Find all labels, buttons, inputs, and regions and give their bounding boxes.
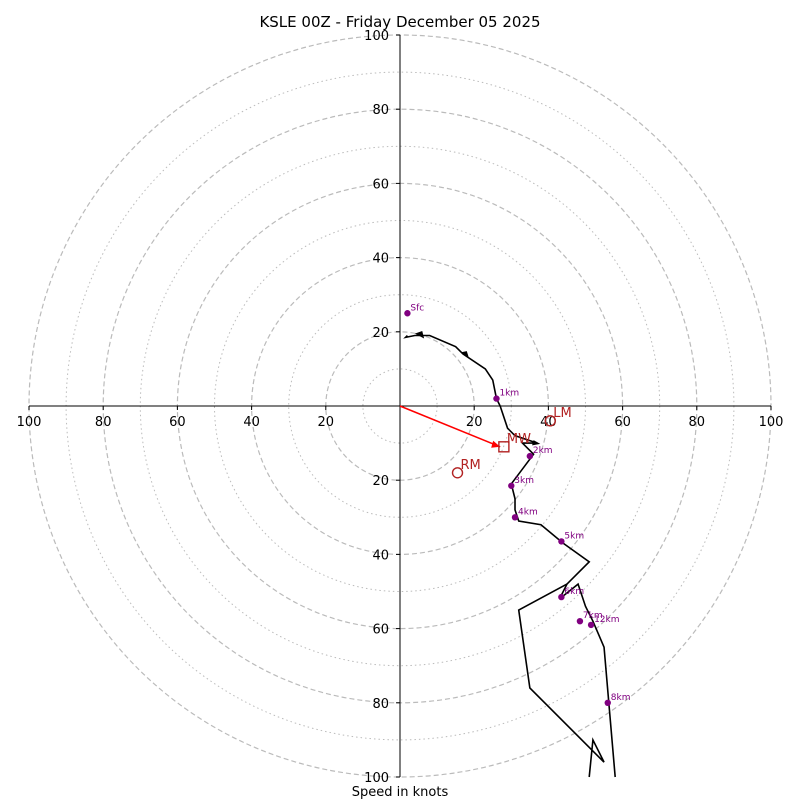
y-tick-label: 60 — [372, 623, 389, 638]
wind-barb-arrow — [414, 331, 425, 339]
height-marker-label: 6km — [564, 587, 584, 597]
storm-motion-marker — [544, 415, 556, 427]
wind-barb-arrow — [461, 351, 469, 358]
storm-motion: LM MW RM — [399, 405, 572, 479]
shear-vector-arrowhead — [491, 440, 501, 448]
height-marker-point — [558, 593, 565, 601]
storm-motion-marker — [451, 467, 464, 479]
height-marker-label: Sfc — [410, 303, 424, 313]
storm-motion-label: LM — [553, 406, 571, 421]
storm-motion-label: MW — [507, 432, 531, 447]
height-marker-point — [493, 395, 500, 402]
hodograph-line — [403, 334, 616, 778]
x-tick-label: 100 — [17, 415, 42, 430]
height-marker-point — [604, 699, 611, 706]
y-tick-label: 20 — [372, 326, 389, 341]
tick-labels: 100 80 60 40 20 20 40 60 80 100 100 80 60 40 20 20 40 60 8… — [17, 29, 784, 786]
storm-motion-label: RM — [461, 458, 481, 473]
height-marker-label: 3km — [514, 476, 534, 486]
y-tick-label: 40 — [372, 548, 389, 563]
y-tick-label: 80 — [372, 697, 389, 712]
x-tick-label: 60 — [169, 415, 186, 430]
hodograph-line-lower — [517, 583, 605, 778]
height-marker-label: 12km — [594, 615, 619, 625]
height-marker-point — [587, 621, 595, 629]
height-marker-label: 2km — [533, 446, 553, 456]
height-marker-label: 5km — [564, 531, 584, 541]
height-marker-point — [404, 310, 411, 317]
height-marker-label: 4km — [518, 507, 538, 517]
height-marker-label: 1km — [499, 389, 519, 399]
height-marker-point — [576, 617, 584, 625]
height-marker-label: 7km — [583, 611, 603, 621]
y-tick-label: 20 — [372, 474, 389, 489]
y-tick-label: 40 — [372, 252, 389, 267]
chart-title: KSLE 00Z - Friday December 05 2025 — [259, 13, 540, 31]
height-marker-label: 8km — [611, 693, 631, 703]
x-tick-label: 40 — [243, 415, 260, 430]
storm-motion-marker — [498, 441, 510, 453]
y-tick-label: 100 — [364, 29, 389, 44]
x-tick-label: 80 — [689, 415, 706, 430]
x-tick-label: 40 — [540, 415, 557, 430]
y-tick-label: 60 — [372, 177, 389, 192]
wind-barb-arrow — [532, 440, 541, 446]
height-marker-point — [508, 482, 515, 489]
height-marker-point — [511, 514, 519, 521]
x-tick-label: 20 — [318, 415, 335, 430]
x-tick-label: 60 — [614, 415, 631, 430]
x-axis-label: Speed in knots — [352, 785, 449, 800]
x-tick-label: 80 — [95, 415, 112, 430]
height-marker-point — [526, 452, 534, 460]
x-tick-label: 100 — [759, 415, 784, 430]
shear-vector — [399, 405, 501, 448]
y-tick-label: 80 — [372, 103, 389, 118]
x-tick-label: 20 — [466, 415, 483, 430]
y-tick-label: 100 — [364, 771, 389, 786]
height-marker-point — [558, 538, 565, 545]
